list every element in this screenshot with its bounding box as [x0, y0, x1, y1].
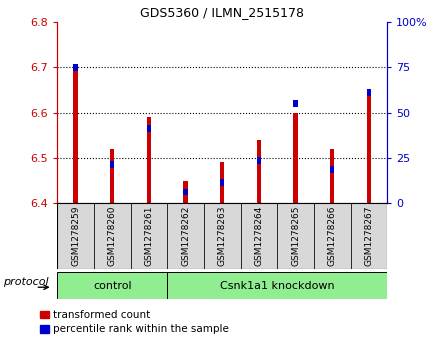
Bar — [277, 203, 314, 269]
Bar — [167, 272, 387, 299]
Bar — [183, 188, 188, 195]
Text: GSM1278263: GSM1278263 — [218, 206, 227, 266]
Text: protocol: protocol — [3, 277, 48, 287]
Text: GSM1278267: GSM1278267 — [364, 206, 374, 266]
Text: GSM1278266: GSM1278266 — [328, 206, 337, 266]
Bar — [367, 90, 371, 203]
Bar — [257, 140, 261, 203]
Bar — [73, 64, 78, 70]
Bar — [220, 163, 224, 203]
Bar — [167, 203, 204, 269]
Bar — [293, 113, 298, 203]
Bar — [94, 203, 131, 269]
Bar — [293, 100, 298, 107]
Bar — [147, 117, 151, 203]
Title: GDS5360 / ILMN_2515178: GDS5360 / ILMN_2515178 — [140, 6, 304, 19]
Bar — [241, 203, 277, 269]
Bar — [257, 157, 261, 164]
Bar — [73, 67, 78, 203]
Text: GSM1278264: GSM1278264 — [254, 206, 264, 266]
Text: Csnk1a1 knockdown: Csnk1a1 knockdown — [220, 281, 334, 291]
Bar — [57, 272, 167, 299]
Bar — [330, 166, 334, 173]
Bar — [330, 149, 334, 203]
Bar — [131, 203, 167, 269]
Text: GSM1278259: GSM1278259 — [71, 206, 80, 266]
Legend: transformed count, percentile rank within the sample: transformed count, percentile rank withi… — [40, 310, 229, 334]
Bar — [220, 179, 224, 186]
Bar — [57, 203, 94, 269]
Text: GSM1278265: GSM1278265 — [291, 206, 300, 266]
Text: GSM1278262: GSM1278262 — [181, 206, 190, 266]
Text: GSM1278261: GSM1278261 — [144, 206, 154, 266]
Bar — [204, 203, 241, 269]
Text: control: control — [93, 281, 132, 291]
Bar — [351, 203, 387, 269]
Bar — [110, 149, 114, 203]
Text: GSM1278260: GSM1278260 — [108, 206, 117, 266]
Bar — [110, 161, 114, 168]
Bar — [147, 125, 151, 132]
Bar — [367, 89, 371, 95]
Bar — [314, 203, 351, 269]
Bar — [183, 181, 188, 203]
